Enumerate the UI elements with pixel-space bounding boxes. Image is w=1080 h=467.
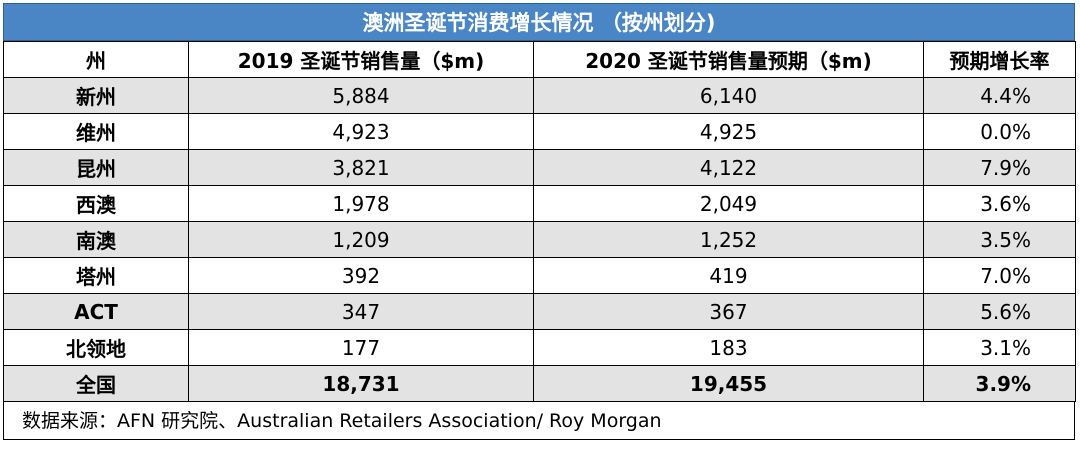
sales-2020-cell: 2,049 — [533, 185, 924, 222]
state-cell: 新州 — [3, 77, 189, 114]
total-row: 全国 18,731 19,455 3.9% — [3, 365, 1076, 402]
growth-cell: 4.4% — [923, 77, 1076, 114]
total-label-cell: 全国 — [3, 365, 189, 402]
sales-2019-cell: 177 — [188, 329, 534, 366]
state-cell: 南澳 — [3, 221, 189, 258]
sales-2020-cell: 4,122 — [533, 149, 924, 186]
table-title: 澳洲圣诞节消费增长情况 （按州划分) — [3, 3, 1075, 41]
sales-2019-cell: 1,209 — [188, 221, 534, 258]
state-cell: 北领地 — [3, 329, 189, 366]
table-row: 北领地 177 183 3.1% — [3, 329, 1076, 366]
total-growth-cell: 3.9% — [923, 365, 1076, 402]
table-row: 新州 5,884 6,140 4.4% — [3, 77, 1076, 114]
table-row: 塔州 392 419 7.0% — [3, 257, 1076, 294]
sales-2019-cell: 392 — [188, 257, 534, 294]
sales-2019-cell: 347 — [188, 293, 534, 330]
growth-cell: 5.6% — [923, 293, 1076, 330]
sales-2019-cell: 5,884 — [188, 77, 534, 114]
sales-table: 州 2019 圣诞节销售量（$m) 2020 圣诞节销售量预期（$m) 预期增长… — [3, 41, 1076, 402]
total-sales-2020-cell: 19,455 — [533, 365, 924, 402]
sales-2019-cell: 3,821 — [188, 149, 534, 186]
table-row: 南澳 1,209 1,252 3.5% — [3, 221, 1076, 258]
header-sales-2020: 2020 圣诞节销售量预期（$m) — [533, 41, 924, 78]
sales-2020-cell: 4,925 — [533, 113, 924, 150]
growth-cell: 3.1% — [923, 329, 1076, 366]
sales-2020-cell: 419 — [533, 257, 924, 294]
table-row: 维州 4,923 4,925 0.0% — [3, 113, 1076, 150]
sales-2020-cell: 1,252 — [533, 221, 924, 258]
sales-2019-cell: 1,978 — [188, 185, 534, 222]
growth-cell: 0.0% — [923, 113, 1076, 150]
growth-cell: 7.9% — [923, 149, 1076, 186]
state-cell: 西澳 — [3, 185, 189, 222]
state-cell: 昆州 — [3, 149, 189, 186]
source-note: 数据来源：AFN 研究院、Australian Retailers Associ… — [3, 402, 1075, 440]
header-growth: 预期增长率 — [923, 41, 1076, 78]
header-sales-2019: 2019 圣诞节销售量（$m) — [188, 41, 534, 78]
sales-2020-cell: 367 — [533, 293, 924, 330]
table-row: 西澳 1,978 2,049 3.6% — [3, 185, 1076, 222]
state-cell: 维州 — [3, 113, 189, 150]
sales-2019-cell: 4,923 — [188, 113, 534, 150]
growth-cell: 7.0% — [923, 257, 1076, 294]
state-cell: 塔州 — [3, 257, 189, 294]
total-sales-2019-cell: 18,731 — [188, 365, 534, 402]
state-cell: ACT — [3, 293, 189, 330]
table-row: ACT 347 367 5.6% — [3, 293, 1076, 330]
sales-2020-cell: 183 — [533, 329, 924, 366]
sales-2020-cell: 6,140 — [533, 77, 924, 114]
table-row: 昆州 3,821 4,122 7.9% — [3, 149, 1076, 186]
header-state: 州 — [3, 41, 189, 78]
header-row: 州 2019 圣诞节销售量（$m) 2020 圣诞节销售量预期（$m) 预期增长… — [3, 41, 1076, 78]
growth-cell: 3.5% — [923, 221, 1076, 258]
sales-table-figure: 澳洲圣诞节消费增长情况 （按州划分) 州 2019 圣诞节销售量（$m) 202… — [3, 3, 1076, 440]
growth-cell: 3.6% — [923, 185, 1076, 222]
